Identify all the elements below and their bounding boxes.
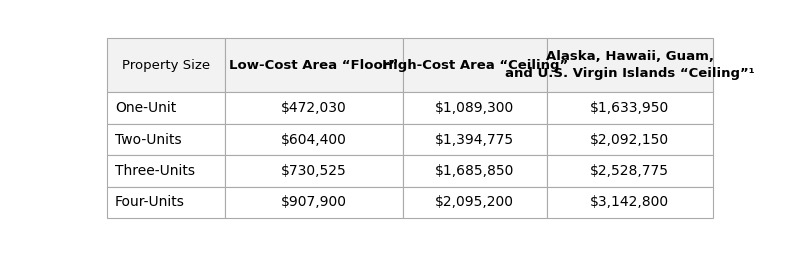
Bar [107, 187, 225, 218]
Bar [546, 92, 713, 124]
Bar [107, 124, 225, 155]
Bar [225, 124, 402, 155]
Text: $472,030: $472,030 [281, 101, 346, 115]
Text: $907,900: $907,900 [281, 196, 346, 210]
Text: Property Size: Property Size [122, 59, 210, 72]
Bar [402, 124, 546, 155]
Text: $3,142,800: $3,142,800 [590, 196, 670, 210]
Text: $604,400: $604,400 [281, 133, 346, 147]
Bar [546, 187, 713, 218]
Bar [107, 92, 225, 124]
Bar [402, 92, 546, 124]
Text: $2,528,775: $2,528,775 [590, 164, 669, 178]
Bar [402, 187, 546, 218]
Bar [225, 155, 402, 187]
Text: Three-Units: Three-Units [115, 164, 195, 178]
Text: $1,633,950: $1,633,950 [590, 101, 670, 115]
Text: One-Unit: One-Unit [115, 101, 176, 115]
Bar [546, 38, 713, 92]
Bar [225, 92, 402, 124]
Bar [546, 124, 713, 155]
Bar [107, 38, 225, 92]
Text: Two-Units: Two-Units [115, 133, 182, 147]
Text: Alaska, Hawaii, Guam,
and U.S. Virgin Islands “Ceiling”¹: Alaska, Hawaii, Guam, and U.S. Virgin Is… [505, 50, 754, 80]
Bar [402, 38, 546, 92]
Text: $1,089,300: $1,089,300 [435, 101, 514, 115]
Text: $2,092,150: $2,092,150 [590, 133, 670, 147]
Text: Four-Units: Four-Units [115, 196, 185, 210]
Bar [107, 155, 225, 187]
Text: $730,525: $730,525 [281, 164, 346, 178]
Bar [546, 155, 713, 187]
Bar [225, 187, 402, 218]
Bar [225, 38, 402, 92]
Text: High-Cost Area “Ceiling”: High-Cost Area “Ceiling” [382, 59, 568, 72]
Text: $1,685,850: $1,685,850 [435, 164, 514, 178]
Text: $2,095,200: $2,095,200 [435, 196, 514, 210]
Bar [402, 155, 546, 187]
Text: $1,394,775: $1,394,775 [435, 133, 514, 147]
Text: Low-Cost Area “Floor”: Low-Cost Area “Floor” [229, 59, 398, 72]
